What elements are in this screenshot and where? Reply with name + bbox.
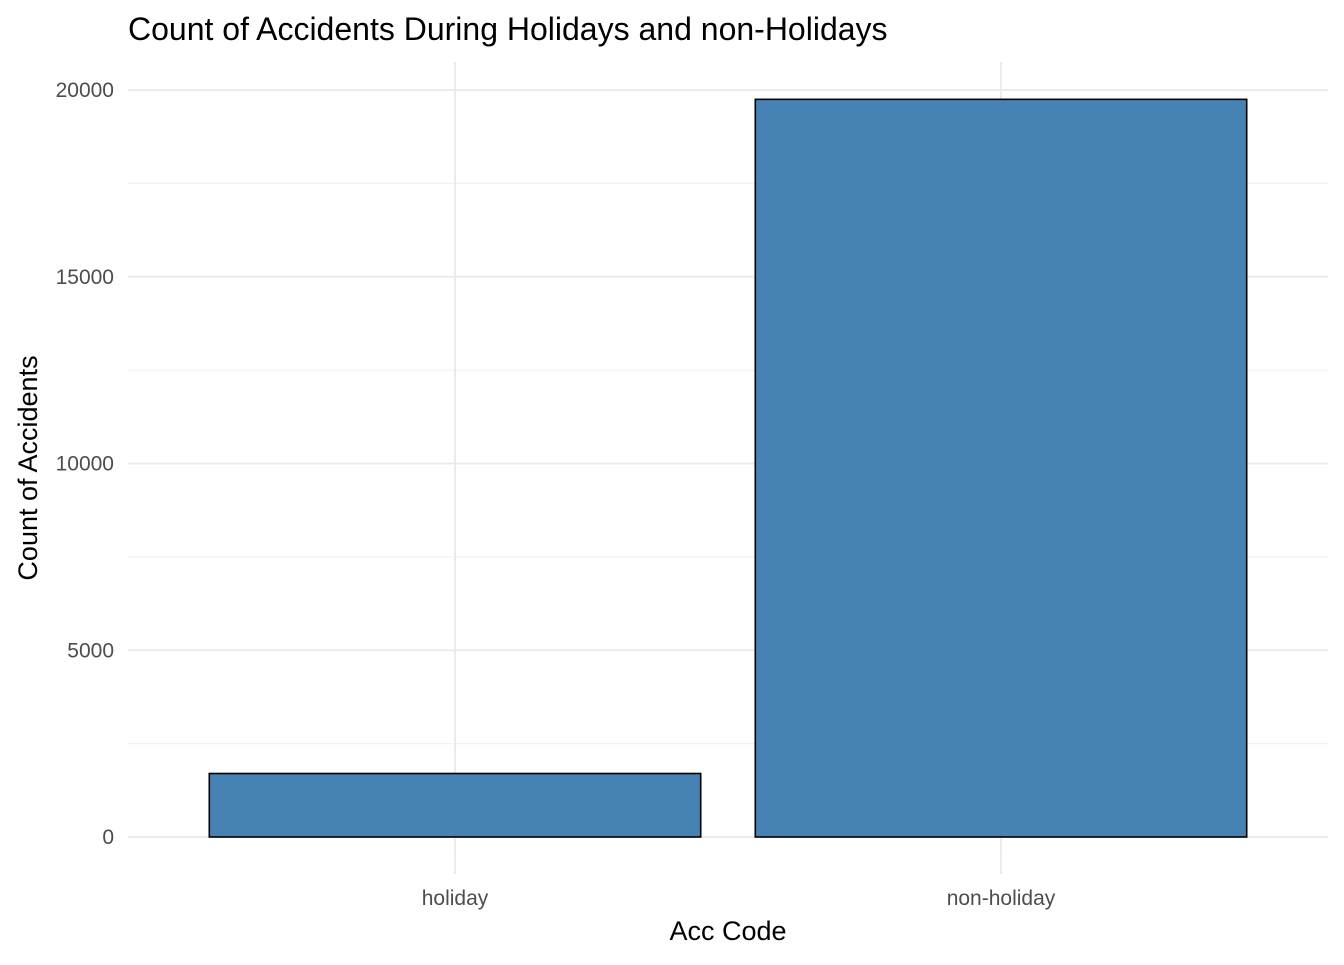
bar-non-holiday xyxy=(754,98,1248,838)
y-axis-tick-labels: 0 5000 10000 15000 20000 xyxy=(56,79,114,849)
x-tick-label: holiday xyxy=(422,887,489,910)
y-tick-label: 5000 xyxy=(67,639,114,662)
chart-title: Count of Accidents During Holidays and n… xyxy=(128,11,888,47)
x-tick-label: non-holiday xyxy=(947,887,1056,910)
y-tick-label: 15000 xyxy=(56,266,114,289)
y-axis-title: Count of Accidents xyxy=(13,355,43,580)
y-tick-label: 0 xyxy=(102,826,114,849)
x-axis-title: Acc Code xyxy=(669,916,786,946)
y-tick-label: 20000 xyxy=(56,79,114,102)
bar-holiday xyxy=(208,772,702,838)
bars xyxy=(208,98,1248,838)
x-axis-tick-labels: holiday non-holiday xyxy=(422,887,1056,910)
y-tick-label: 10000 xyxy=(56,453,114,476)
